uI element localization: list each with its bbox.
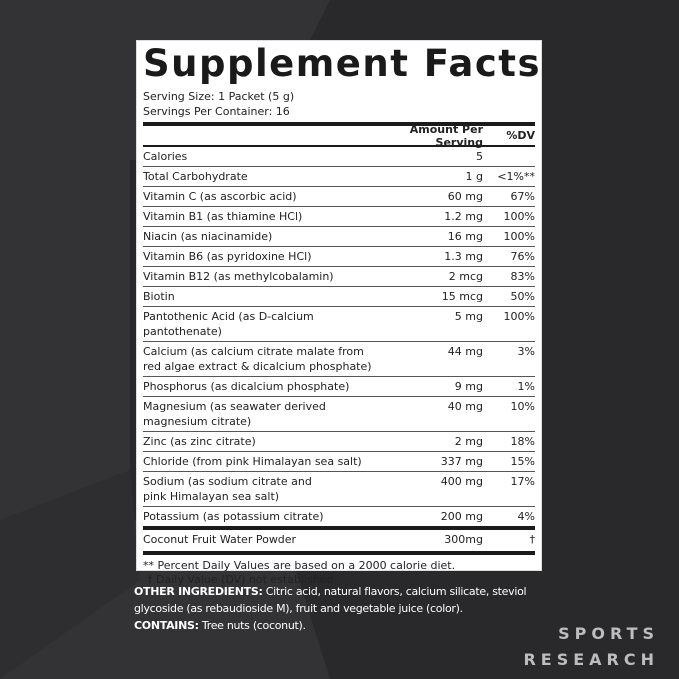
nutrient-dv: 100% (503, 230, 535, 243)
nutrient-name: Vitamin B12 (as methylcobalamin) (143, 270, 334, 283)
nutrient-name: Vitamin B6 (as pyridoxine HCl) (143, 250, 312, 263)
nutrient-dv: 100% (503, 210, 535, 223)
nutrient-dv: 50% (510, 290, 535, 303)
nutrient-row: Vitamin B1 (as thiamine HCl) 1.2 mg 100% (143, 207, 535, 227)
nutrient-name: Chloride (from pink Himalayan sea salt) (143, 455, 362, 468)
nutrient-name: Calcium (as calcium citrate malate from … (143, 345, 372, 373)
nutrient-row: Total Carbohydrate 1 g <1%** (143, 167, 535, 187)
nutrient-dv: 4% (517, 510, 535, 523)
nutrient-row: Phosphorus (as dicalcium phosphate) 9 mg 1… (143, 377, 535, 397)
nutrient-row: Pantothenic Acid (as D-calcium pantothen… (143, 307, 535, 342)
divider (143, 551, 535, 555)
nutrient-amount: 15 mcg (441, 290, 483, 303)
ingredients-block: OTHER INGREDIENTS: Citric acid, natural … (134, 583, 554, 634)
nutrient-name: Sodium (as sodium citrate and pink Himal… (143, 475, 312, 503)
nutrient-dv: 83% (510, 270, 535, 283)
nutrient-dv: 3% (517, 345, 535, 358)
nutrient-name: Magnesium (as seawater derived magnesium… (143, 400, 326, 428)
nutrient-row: Zinc (as zinc citrate) 2 mg 18% (143, 432, 535, 452)
nutrient-dv: 100% (503, 310, 535, 323)
nutrient-amount: 5 (476, 150, 483, 163)
brand-line-2: RESEARCH (523, 650, 659, 669)
column-headers: Amount Per Serving %DV (143, 122, 535, 149)
footnote-dv: ** Percent Daily Values are based on a 2… (143, 559, 456, 572)
nutrient-row: Vitamin C (as ascorbic acid) 60 mg 67% (143, 187, 535, 207)
nutrient-name: Vitamin C (as ascorbic acid) (143, 190, 297, 203)
other-ingredients-text: Citric acid, natural flavors, calcium si… (134, 585, 527, 615)
nutrient-name: Calories (143, 150, 188, 163)
nutrient-amount: 337 mg (440, 455, 483, 468)
nutrient-row: Calories 5 (143, 147, 535, 167)
nutrient-row: Vitamin B12 (as methylcobalamin) 2 mcg 83% (143, 267, 535, 287)
nutrient-row: Magnesium (as seawater derived magnesium… (143, 397, 535, 432)
nutrient-name: Phosphorus (as dicalcium phosphate) (143, 380, 350, 393)
nutrient-amount: 1 g (465, 170, 483, 183)
nutrient-amount: 44 mg (447, 345, 483, 358)
other-ingredients-label: OTHER INGREDIENTS: (134, 585, 263, 598)
nutrient-name: Pantothenic Acid (as D-calcium pantothen… (143, 310, 314, 338)
nutrient-row: Potassium (as potassium citrate) 200 mg 4% (143, 507, 535, 526)
nutrient-name: Zinc (as zinc citrate) (143, 435, 256, 448)
nutrient-amount: 1.3 mg (444, 250, 483, 263)
nutrient-amount: 16 mg (447, 230, 483, 243)
nutrient-amount: 9 mg (454, 380, 483, 393)
nutrient-amount: 400 mg (440, 475, 483, 488)
nutrient-amount: 1.2 mg (444, 210, 483, 223)
nutrient-dv: 15% (510, 455, 535, 468)
nutrient-amount: 5 mg (454, 310, 483, 323)
contains-text: Tree nuts (coconut). (198, 619, 306, 632)
servings-per-container: Servings Per Container: 16 (143, 105, 290, 118)
other-ingredients: OTHER INGREDIENTS: Citric acid, natural … (134, 583, 554, 617)
nutrient-amount: 300mg (444, 533, 483, 546)
header-amount: Amount Per Serving (409, 122, 483, 149)
nutrient-dv: † (529, 533, 536, 546)
nutrient-dv (483, 149, 535, 164)
divider (143, 122, 535, 126)
nutrient-name: Potassium (as potassium citrate) (143, 510, 324, 523)
nutrient-dv: 1% (517, 380, 535, 393)
brand-wordmark: SPORTS RESEARCH (523, 621, 659, 673)
nutrient-name: Total Carbohydrate (143, 170, 248, 183)
nutrient-amount: 2 mcg (448, 270, 483, 283)
contains-label: CONTAINS: (134, 619, 199, 632)
brand-line-1: SPORTS (558, 624, 659, 643)
blend-row: Coconut Fruit Water Powder 300mg † (143, 530, 535, 549)
nutrient-row: Niacin (as niacinamide) 16 mg 100% (143, 227, 535, 247)
nutrient-dv: <1%** (497, 170, 535, 183)
nutrient-name: Niacin (as niacinamide) (143, 230, 273, 243)
footnote-dagger: † Daily Value (DV) not established. (147, 573, 338, 586)
nutrient-dv: 10% (510, 400, 535, 413)
nutrient-dv: 17% (510, 475, 535, 488)
serving-size: Serving Size: 1 Packet (5 g) (143, 90, 295, 103)
nutrient-row: Chloride (from pink Himalayan sea salt) 3… (143, 452, 535, 472)
nutrient-amount: 60 mg (447, 190, 483, 203)
nutrient-row: Sodium (as sodium citrate and pink Himal… (143, 472, 535, 507)
header-dv: %DV (506, 129, 535, 142)
contains: CONTAINS: Tree nuts (coconut). (134, 617, 554, 634)
divider (143, 526, 535, 530)
nutrient-amount: 2 mg (454, 435, 483, 448)
nutrient-amount: 40 mg (447, 400, 483, 413)
supplement-facts-panel: Supplement Facts Serving Size: 1 Packet … (136, 40, 542, 586)
nutrient-name: Biotin (143, 290, 175, 303)
nutrient-row: Biotin 15 mcg 50% (143, 287, 535, 307)
nutrient-dv: 18% (510, 435, 535, 448)
nutrient-dv: 67% (510, 190, 535, 203)
nutrient-name: Coconut Fruit Water Powder (143, 533, 297, 546)
nutrient-amount: 200 mg (440, 510, 483, 523)
panel-title: Supplement Facts (143, 42, 542, 85)
nutrient-dv: 76% (510, 250, 535, 263)
nutrient-name: Vitamin B1 (as thiamine HCl) (143, 210, 303, 223)
nutrient-row: Calcium (as calcium citrate malate from … (143, 342, 535, 377)
nutrient-row: Vitamin B6 (as pyridoxine HCl) 1.3 mg 76% (143, 247, 535, 267)
